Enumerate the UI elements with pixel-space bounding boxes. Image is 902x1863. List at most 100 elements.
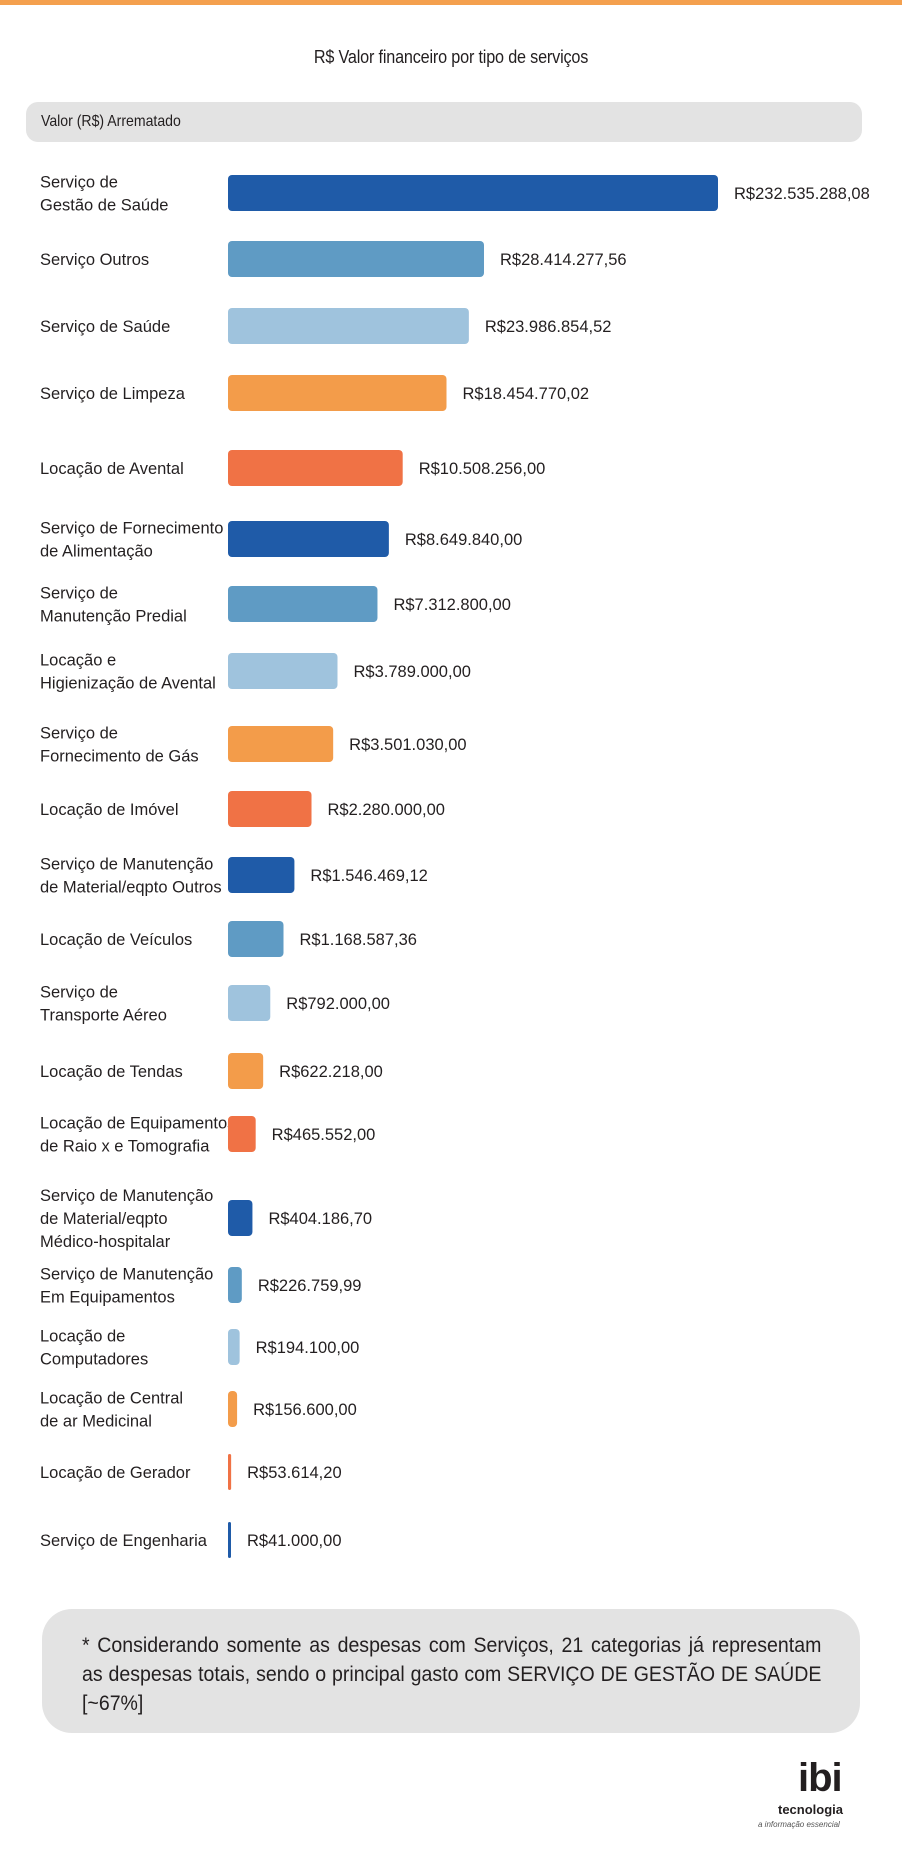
value-label: R$28.414.277,56 (500, 251, 627, 269)
value-label: R$3.789.000,00 (353, 663, 470, 681)
category-label: Médico-hospitalar (40, 1233, 171, 1251)
value-label: R$1.546.469,12 (310, 867, 427, 885)
value-label: R$18.454.770,02 (463, 385, 590, 403)
bar (228, 586, 378, 622)
category-label: Locação de Imóvel (40, 801, 179, 819)
value-label: R$156.600,00 (253, 1401, 357, 1419)
bar-row: Serviço de Fornecimento de Gás R$3.501.030… (40, 725, 467, 766)
bar (228, 1267, 242, 1303)
bar (228, 985, 271, 1021)
bar-row: Serviço de Manutenção de Material/eqpto O… (40, 856, 428, 897)
category-label: Serviço de (40, 725, 118, 743)
bar-row: Serviço de Engenharia R$41.000,00 (40, 1522, 342, 1558)
bar-row: Serviço de Manutenção Predial R$7.312.800,… (40, 585, 511, 626)
bar-row: Serviço de Manutenção Em Equipamentos R$22… (40, 1266, 362, 1307)
value-label: R$232.535.288,08 (734, 185, 870, 203)
bar-row: Locação de Computadores R$194.100,00 (40, 1328, 359, 1369)
bar (228, 241, 484, 277)
category-label: Locação de Equipamentos (40, 1115, 235, 1133)
category-label: Serviço de Manutenção (40, 856, 213, 874)
value-label: R$53.614,20 (247, 1464, 341, 1482)
bar (228, 1454, 232, 1490)
value-label: R$10.508.256,00 (419, 460, 546, 478)
value-label: R$7.312.800,00 (393, 596, 510, 614)
category-label: Higienização de Avental (40, 675, 216, 693)
value-label: R$226.759,99 (258, 1277, 362, 1295)
bar (228, 921, 284, 957)
logo-mark: ibi (798, 1756, 843, 1800)
value-label: R$3.501.030,00 (349, 736, 466, 754)
bar-row: Locação de Tendas R$622.218,00 (40, 1053, 383, 1089)
category-label: Locação de Gerador (40, 1464, 191, 1482)
bar-row: Locação de Veículos R$1.168.587,36 (40, 921, 417, 957)
category-label: Locação de Avental (40, 460, 184, 478)
bar-row: Locação de Central de ar Medicinal R$156.6… (40, 1390, 357, 1431)
bar (228, 175, 718, 211)
bar (228, 375, 447, 411)
category-label: Serviço de Manutenção (40, 1187, 213, 1205)
bar (228, 1391, 238, 1427)
value-label: R$23.986.854,52 (485, 318, 612, 336)
company-logo: ibi tecnologia a informação essencial (758, 1756, 878, 1846)
bar (228, 1053, 264, 1089)
category-label: Locação de (40, 1328, 125, 1346)
logo-wordmark: tecnologia (778, 1802, 844, 1817)
bar (228, 1116, 256, 1152)
bar-row: Locação de Avental R$10.508.256,00 (40, 450, 545, 486)
category-label: Locação e (40, 652, 116, 670)
category-label: Serviço de (40, 984, 118, 1002)
bar-row: Serviço de Limpeza R$18.454.770,02 (40, 375, 589, 411)
bar-row: Serviço de Fornecimento de Alimentação R$8… (40, 520, 522, 561)
bar (228, 791, 312, 827)
category-label: Serviço de Manutenção (40, 1266, 213, 1284)
bar-row: Serviço de Saúde R$23.986.854,52 (40, 308, 611, 344)
logo-tagline: a informação essencial (758, 1820, 840, 1829)
category-label: Fornecimento de Gás (40, 748, 199, 766)
footnote-text: * Considerando somente as despesas com S… (82, 1634, 822, 1715)
category-label: de Material/eqpto Outros (40, 879, 222, 897)
bar (228, 1200, 253, 1236)
category-label: Locação de Veículos (40, 931, 192, 949)
category-label: Serviço Outros (40, 251, 149, 269)
bar (228, 653, 338, 689)
category-label: Serviço de Engenharia (40, 1532, 208, 1550)
bar (228, 726, 334, 762)
bar-row: Locação e Higienização de Avental R$3.789.… (40, 652, 471, 693)
value-label: R$404.186,70 (268, 1210, 372, 1228)
bar-row: Locação de Gerador R$53.614,20 (40, 1454, 342, 1490)
category-label: Serviço de (40, 174, 118, 192)
bar-row: Locação de Imóvel R$2.280.000,00 (40, 791, 445, 827)
category-label: Gestão de Saúde (40, 197, 168, 215)
category-label: Serviço de Fornecimento (40, 520, 223, 538)
category-label: Computadores (40, 1351, 148, 1369)
bar-row: Serviço de Transporte Aéreo R$792.000,00 (40, 984, 390, 1025)
category-label: de Material/eqpto (40, 1210, 168, 1228)
category-label: de Alimentação (40, 543, 153, 561)
category-label: Serviço de Saúde (40, 318, 170, 336)
value-label: R$194.100,00 (256, 1339, 360, 1357)
value-label: R$41.000,00 (247, 1532, 342, 1550)
bar-row: Locação de Equipamentos de Raio x e Tomog… (40, 1115, 375, 1156)
value-label: R$2.280.000,00 (328, 801, 445, 819)
bar (228, 521, 389, 557)
category-label: Em Equipamentos (40, 1289, 175, 1307)
footnote-box: * Considerando somente as despesas com S… (42, 1609, 860, 1733)
chart-title: R$ Valor financeiro por tipo de serviços (313, 47, 589, 67)
category-label: Serviço de (40, 585, 118, 603)
category-label: Serviço de Limpeza (40, 385, 186, 403)
category-label: Locação de Central (40, 1390, 183, 1408)
bar (228, 1329, 240, 1365)
value-label: R$622.218,00 (279, 1063, 383, 1081)
bar-row: Serviço de Gestão de Saúde R$232.535.288,0… (40, 174, 870, 215)
category-label: Transporte Aéreo (40, 1007, 167, 1025)
category-label: de Raio x e Tomografia (40, 1138, 210, 1156)
series-header-label: Valor (R$) Arrematado (41, 113, 181, 130)
value-label: R$792.000,00 (286, 995, 390, 1013)
series-header: Valor (R$) Arrematado (26, 102, 862, 142)
bar (228, 308, 469, 344)
value-label: R$465.552,00 (272, 1126, 376, 1144)
bar (228, 450, 403, 486)
bar (228, 1522, 231, 1558)
value-label: R$1.168.587,36 (300, 931, 417, 949)
